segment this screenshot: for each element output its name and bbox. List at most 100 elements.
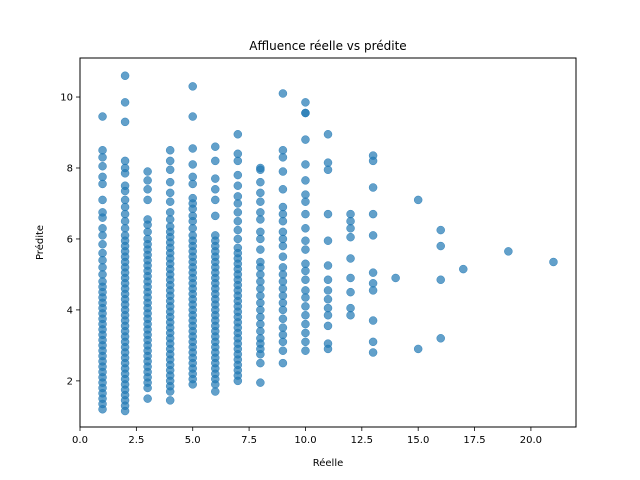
y-tick-label: 2 <box>67 376 73 387</box>
data-point <box>323 303 333 313</box>
data-point <box>256 319 265 329</box>
data-point <box>301 98 310 107</box>
data-point <box>278 252 288 261</box>
data-point <box>323 275 333 284</box>
data-point <box>301 209 310 219</box>
data-point <box>301 328 310 338</box>
data-point <box>278 234 288 244</box>
data-point <box>188 179 197 189</box>
data-point <box>233 170 243 180</box>
data-point <box>323 339 333 348</box>
data-point <box>120 209 130 219</box>
data-point <box>278 358 288 368</box>
data-point <box>120 117 130 127</box>
data-point <box>301 224 310 233</box>
data-point <box>143 215 152 224</box>
y-axis-ticks: 2 4 6 8 10 <box>60 93 80 387</box>
data-point <box>301 286 310 295</box>
data-point <box>256 188 265 198</box>
data-point <box>301 176 310 185</box>
data-point <box>120 195 130 205</box>
data-point <box>301 302 310 311</box>
data-point <box>278 346 288 355</box>
data-point <box>368 183 378 192</box>
data-point <box>301 266 310 276</box>
data-point <box>120 71 130 80</box>
data-point <box>211 185 220 194</box>
data-point <box>301 135 310 144</box>
data-point <box>323 295 333 304</box>
data-point <box>211 174 220 183</box>
data-point <box>301 310 310 320</box>
x-tick-label: 5.0 <box>185 435 201 446</box>
data-point <box>188 193 197 203</box>
data-point <box>233 130 243 139</box>
data-point <box>256 163 265 173</box>
data-point <box>233 208 243 217</box>
data-point <box>143 234 152 244</box>
data-point <box>278 305 288 315</box>
data-point <box>188 231 197 240</box>
data-point <box>278 209 288 219</box>
data-point <box>323 236 333 245</box>
data-point <box>256 284 265 293</box>
data-point <box>120 202 130 212</box>
data-point <box>368 348 378 357</box>
data-point <box>188 144 197 153</box>
data-point <box>188 172 197 182</box>
data-point <box>188 82 197 91</box>
data-point <box>120 216 130 226</box>
data-point <box>256 305 265 315</box>
data-point <box>256 277 265 286</box>
data-point <box>98 255 107 265</box>
x-axis-ticks: 0.0 2.5 5.0 7.5 10.0 12.5 15.0 17.5 20.0 <box>72 427 542 446</box>
data-point <box>120 224 130 233</box>
data-point <box>346 303 355 313</box>
data-point <box>165 396 175 405</box>
data-point <box>368 279 378 288</box>
data-point <box>323 261 333 270</box>
data-point <box>211 156 220 166</box>
data-point <box>323 286 333 295</box>
data-point <box>323 209 333 219</box>
data-point <box>188 211 197 221</box>
data-point <box>301 197 310 206</box>
data-point <box>301 319 310 329</box>
data-point <box>346 216 355 226</box>
data-point <box>233 216 243 226</box>
data-point <box>368 337 378 347</box>
data-point <box>143 167 152 176</box>
data-point <box>165 146 175 155</box>
data-point <box>256 270 265 279</box>
data-point <box>368 316 378 325</box>
data-point <box>391 273 400 283</box>
data-point <box>233 192 243 201</box>
data-point <box>278 153 288 162</box>
data-point <box>278 314 288 324</box>
data-point <box>256 291 265 300</box>
data-point <box>346 224 355 233</box>
data-point <box>278 291 288 300</box>
data-point <box>278 298 288 308</box>
data-point <box>278 167 288 176</box>
data-point <box>278 202 288 212</box>
data-point <box>98 224 107 233</box>
data-point <box>278 337 288 347</box>
data-point <box>346 209 355 219</box>
data-point <box>98 112 107 121</box>
data-point <box>211 195 220 205</box>
data-point <box>256 298 265 308</box>
points-group <box>98 71 558 416</box>
data-point <box>143 195 152 205</box>
x-tick-label: 0.0 <box>72 435 88 446</box>
data-point <box>301 245 310 254</box>
x-tick-label: 2.5 <box>128 435 144 446</box>
data-point <box>256 378 265 387</box>
data-point <box>165 165 175 175</box>
data-point <box>256 208 265 217</box>
data-point <box>436 334 445 343</box>
data-point <box>323 321 333 331</box>
data-point <box>165 197 175 206</box>
